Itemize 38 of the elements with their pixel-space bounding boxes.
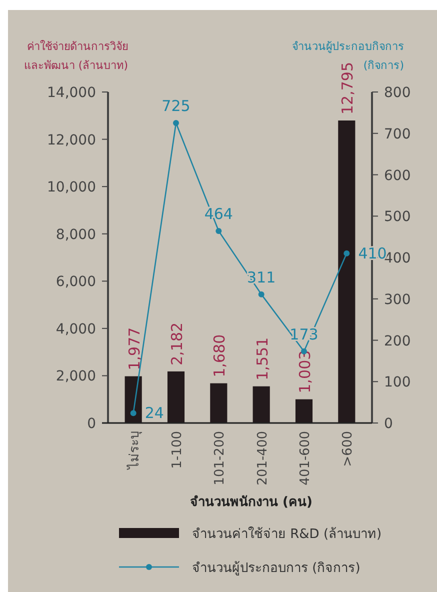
legend-label: จำนวนผู้ประกอบการ (กิจการ) bbox=[192, 561, 360, 576]
x-tick-label: ไม่ระบุ bbox=[126, 431, 142, 470]
y-tick-label: 4,000 bbox=[56, 321, 96, 338]
data-label: 2,182 bbox=[168, 322, 186, 366]
y-tick-label: 6,000 bbox=[56, 274, 96, 290]
x-tick-label: 1-100 bbox=[170, 431, 185, 469]
x-axis-title: จำนวนพนักงาน (คน) bbox=[190, 494, 312, 510]
y2-tick-label: 700 bbox=[384, 126, 411, 142]
legend-label: จำนวนค่าใช้จ่าย R&D (ล้านบาท) bbox=[192, 526, 382, 542]
y-tick-label: 0 bbox=[87, 416, 96, 432]
y2-tick-label: 0 bbox=[384, 416, 393, 432]
y2-tick-label: 600 bbox=[384, 168, 411, 184]
data-label: 1,680 bbox=[210, 334, 229, 378]
data-label: 12,795 bbox=[338, 62, 357, 114]
y-tick-label: 12,000 bbox=[47, 132, 96, 148]
x-tick-label: 101-200 bbox=[212, 431, 228, 486]
point bbox=[130, 410, 136, 416]
x-tick-label: 201-400 bbox=[255, 431, 270, 486]
data-label: 1,977 bbox=[125, 327, 144, 370]
point bbox=[216, 228, 222, 234]
x-tick-label: >600 bbox=[340, 431, 356, 467]
y2-tick-label: 800 bbox=[384, 85, 411, 101]
data-label: 725 bbox=[162, 97, 190, 116]
data-label: 1,551 bbox=[253, 337, 272, 380]
y2-tick-label: 200 bbox=[384, 333, 411, 350]
x-tick-label: 401-600 bbox=[298, 431, 313, 486]
point bbox=[344, 250, 350, 256]
point bbox=[173, 120, 179, 126]
point bbox=[258, 291, 264, 298]
y-tick-label: 10,000 bbox=[47, 180, 96, 196]
y-tick-label: 2,000 bbox=[56, 368, 96, 385]
y2-tick-label: 300 bbox=[384, 292, 411, 308]
y-tick-label: 8,000 bbox=[56, 226, 96, 243]
y2-tick-label: 500 bbox=[384, 209, 411, 226]
y-tick-label: 14,000 bbox=[47, 85, 96, 101]
data-label: 24 bbox=[144, 404, 164, 422]
y2-tick-label: 100 bbox=[384, 374, 411, 391]
y-axis-title: ค่าใช้จ่ายด้านการวิจัย และพัฒนา (ล้านบาท) bbox=[24, 40, 128, 72]
